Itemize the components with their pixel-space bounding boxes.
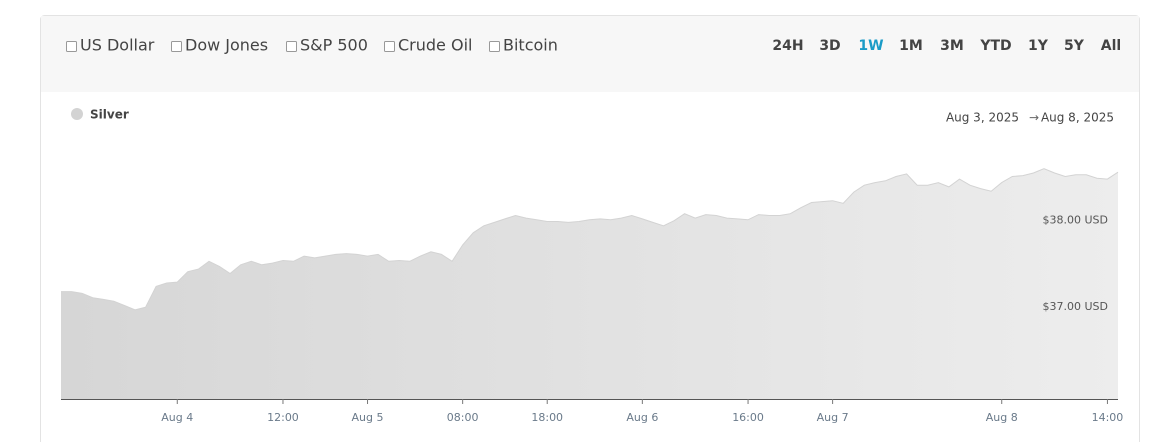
x-tick-label: Aug 8 [986, 411, 1018, 424]
range-button[interactable]: YTD [979, 38, 1011, 54]
x-tick-label: 14:00 [1092, 411, 1124, 424]
legend-label: Silver [90, 108, 129, 122]
x-tick-label: Aug 4 [161, 411, 193, 424]
checkbox[interactable] [171, 41, 182, 52]
x-tick-label: Aug 6 [626, 411, 658, 424]
date-start: Aug 3, 2025 [946, 111, 1019, 125]
range-button[interactable]: 24H [772, 38, 803, 54]
x-tick-label: Aug 7 [817, 411, 849, 424]
range-button[interactable]: 5Y [1064, 38, 1085, 54]
checkbox-label[interactable]: Dow Jones [185, 36, 268, 55]
checkbox-label[interactable]: US Dollar [80, 36, 155, 55]
range-button[interactable]: 3M [940, 38, 964, 54]
range-button[interactable]: All [1101, 38, 1121, 54]
x-tick-label: Aug 5 [352, 411, 384, 424]
y-tick-label: $38.00 USD [1043, 214, 1109, 227]
legend-dot [71, 108, 83, 120]
y-tick-label: $37.00 USD [1043, 300, 1109, 313]
line [61, 168, 1119, 311]
range-button[interactable]: 1W [858, 38, 883, 54]
date-separator: → [1029, 111, 1039, 125]
checkbox-label[interactable]: S&P 500 [300, 36, 368, 55]
area [61, 168, 1118, 399]
toolbar [41, 16, 1139, 92]
range-button[interactable]: 1Y [1028, 38, 1049, 54]
x-tick-label: 16:00 [732, 411, 764, 424]
checkbox[interactable] [489, 41, 500, 52]
checkbox-label[interactable]: Crude Oil [398, 36, 472, 55]
checkbox[interactable] [286, 41, 297, 52]
x-tick-label: 08:00 [447, 411, 479, 424]
checkbox[interactable] [66, 41, 77, 52]
checkbox[interactable] [384, 41, 395, 52]
range-button[interactable]: 1M [899, 38, 923, 54]
x-tick-label: 18:00 [531, 411, 563, 424]
checkbox-label[interactable]: Bitcoin [503, 36, 558, 55]
range-button[interactable]: 3D [819, 38, 840, 54]
x-tick-label: 12:00 [267, 411, 299, 424]
date-end: Aug 8, 2025 [1041, 111, 1114, 125]
